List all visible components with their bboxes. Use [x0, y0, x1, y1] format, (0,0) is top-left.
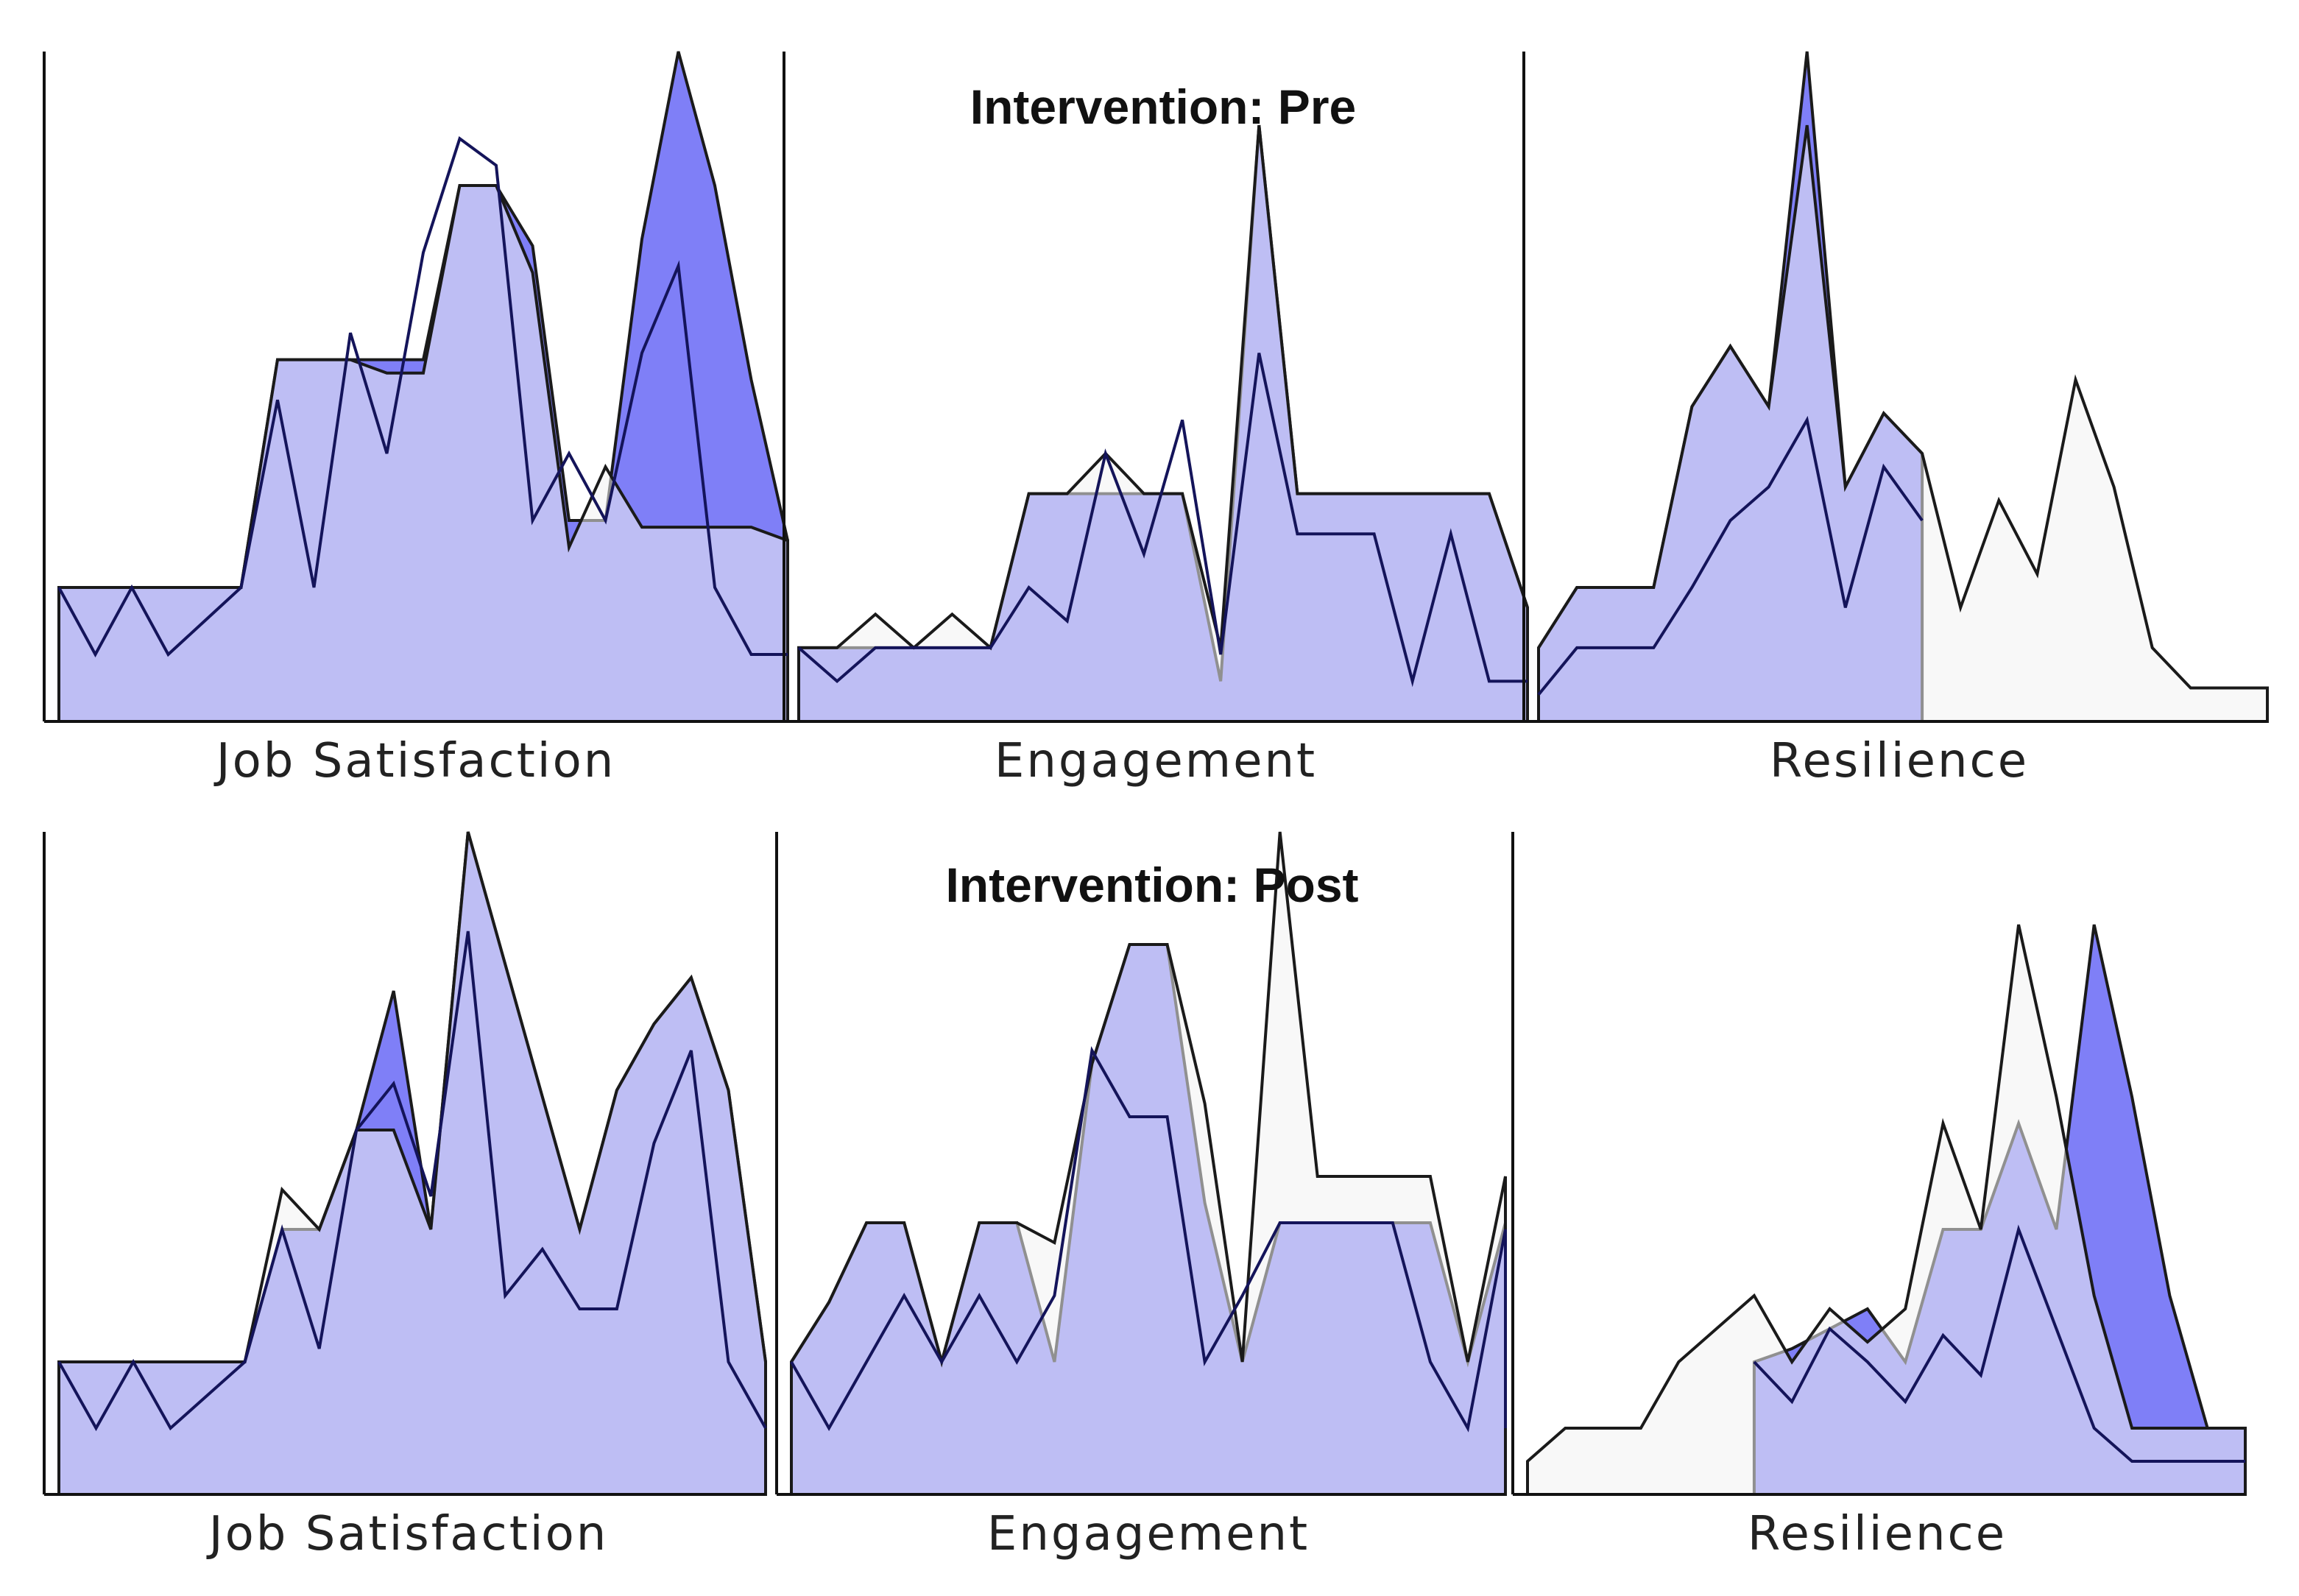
- x-axis-label: Resilience: [1748, 1507, 2007, 1561]
- x-axis-label: Engagement: [987, 1507, 1310, 1561]
- x-axis-label: Engagement: [995, 734, 1317, 788]
- panel-post-3: Resilience: [1511, 832, 2247, 1561]
- series-light-outline-area: [797, 124, 1529, 723]
- panel-pre-1: Job Satisfaction: [43, 51, 789, 788]
- x-axis-label: Job Satisfaction: [206, 1507, 609, 1561]
- chart-title-post: Intervention: Post: [945, 858, 1358, 912]
- panel-post-2: Engagement: [775, 831, 1507, 1561]
- panel-grid: Job Satisfaction Engagement Resilience Job …: [43, 51, 2269, 1561]
- series-light-outline-area: [57, 831, 767, 1496]
- series-line: [1537, 415, 1924, 696]
- series-line: [797, 353, 1528, 688]
- series-light-outline-area: [790, 831, 1507, 1496]
- chart-title-pre: Intervention: Pre: [970, 80, 1356, 134]
- series-line: [57, 136, 788, 658]
- x-axis-label: Job Satisfaction: [213, 734, 616, 788]
- series-line: [1753, 1224, 2245, 1463]
- x-axis-label: Resilience: [1770, 734, 2029, 788]
- series-line: [790, 1046, 1507, 1433]
- panel-pre-2: Engagement: [783, 52, 1529, 788]
- panel-pre-3: Resilience: [1522, 51, 2269, 788]
- series-line: [57, 931, 767, 1432]
- series-light-outline-area: [1537, 124, 2269, 723]
- panel-post-1: Job Satisfaction: [43, 831, 767, 1561]
